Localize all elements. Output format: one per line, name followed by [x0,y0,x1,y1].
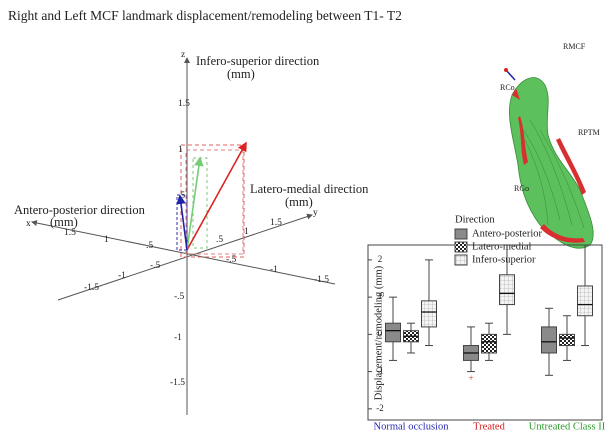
axis-3d-tick-label: -.5 [226,255,237,265]
axis-3d-tick-label: -.5 [174,292,185,302]
vector [187,143,246,250]
y-tick-label: -1 [376,366,384,376]
axis-3d-tick-label: .5 [146,241,153,251]
mesh-image [504,68,593,248]
axis-3d-tick-label: -.5 [150,261,161,271]
axis-3d-tick-label: 1.5 [270,218,282,228]
legend-swatch [455,255,467,265]
axis-3d-tick-label: -1 [174,333,182,343]
axis-letter: z [181,50,185,60]
axis-3d-tick-label: 1 [178,145,183,155]
legend-label: Latero-medial [472,241,532,252]
axis-3d-tick-label: .5 [216,235,223,245]
mesh-label: RCo [500,83,515,92]
axis-3d-tick-label: -1 [270,265,278,275]
figure: Right and Left MCF landmark displacement… [0,0,613,431]
axis-3d-tick-label: 1.5 [64,228,76,238]
axis-3d-tick-label: -1.5 [314,275,329,285]
mesh-label: RPTM [578,128,600,137]
axis-unit: (mm) [227,67,255,81]
x-tick-label: Treated [473,421,505,431]
axis-letter: x [26,219,31,229]
mesh-label: RMCF [563,42,586,51]
axis-3d-tick-label: -1.5 [170,378,185,388]
legend-label: Infero-superior [472,254,536,265]
x-axis [32,222,335,284]
axis-3d-tick-label: 1 [244,227,249,237]
axis-3d-tick-label: -1.5 [84,283,99,293]
axes-3d [32,58,335,415]
box [386,323,401,342]
axis-unit: (mm) [285,195,313,209]
legend-swatch [455,242,467,252]
box [542,327,557,353]
y-tick-label: 2 [378,254,383,264]
box [482,334,497,353]
axis-3d-tick-label: .5 [178,191,185,201]
box [578,286,593,316]
y-tick-label: 0 [378,328,383,338]
axis-title: Infero-superior direction [196,54,320,68]
box [422,301,437,327]
dashed-box [181,145,244,257]
box [560,334,575,345]
axis-3d-tick-label: 1 [104,235,109,245]
legend-title: Direction [455,214,495,225]
axis-3d-tick-label: 1.5 [178,99,190,109]
y-tick-label: -2 [376,403,384,413]
x-tick-label: Untreated Class II [529,421,606,431]
box [500,275,515,305]
figure-title: Right and Left MCF landmark displacement… [8,8,402,23]
y-tick-label: 1 [378,291,383,301]
mesh-label: RGo [514,184,529,193]
axis-3d-tick-label: -1 [118,271,126,281]
axis-letter: y [313,208,318,218]
axis-title: Latero-medial direction [250,182,369,196]
outlier: + [468,373,473,383]
legend-swatch [455,229,467,239]
x-tick-label: Normal occlusion [374,421,450,431]
axis-unit: (mm) [50,215,78,229]
axis-title: Antero-posterior direction [14,203,146,217]
legend-label: Antero-posterior [472,228,542,239]
